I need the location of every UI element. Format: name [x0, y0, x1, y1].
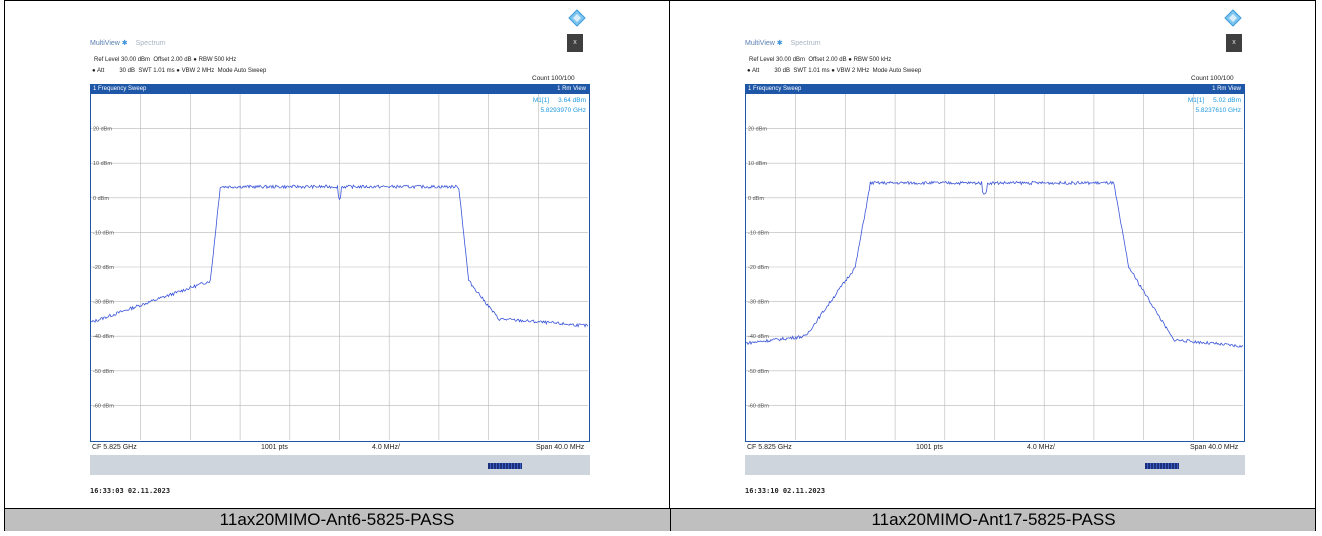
- tab-spectrum[interactable]: Spectrum: [790, 40, 821, 47]
- caption-row: 11ax20MIMO-Ant6-5825-PASS 11ax20MIMO-Ant…: [5, 509, 1315, 531]
- caption-ant17: 11ax20MIMO-Ant17-5825-PASS: [670, 509, 1316, 531]
- y-tick-label: -10 dBm: [748, 230, 769, 236]
- plot-titlebar: 1 Frequency Sweep 1 Rm View: [91, 85, 589, 94]
- center-frequency: CF 5.825 GHz: [92, 444, 137, 451]
- y-tick-label: -50 dBm: [93, 369, 114, 375]
- y-tick-label: -50 dBm: [748, 369, 769, 375]
- div-scale: 4.0 MHz/: [372, 444, 401, 451]
- settings-row-2: ● Att 30 dB SWT 1.01 ms ● VBW 2 MHz Mode…: [92, 68, 267, 74]
- trace-graph: 20 dBm 10 dBm 0 dBm -10 dBm -20 dBm -30 dBm -4…: [91, 94, 588, 440]
- sweep-count: Count 100/100: [1191, 75, 1234, 82]
- trace-mode: 1 Rm View: [557, 86, 586, 92]
- y-tick-label: -60 dBm: [93, 403, 114, 409]
- tab-spectrum[interactable]: Spectrum: [135, 40, 166, 47]
- caption-ant6: 11ax20MIMO-Ant6-5825-PASS: [219, 510, 455, 529]
- ref-level: Ref Level 30.00 dBm: [94, 57, 151, 63]
- offset: Offset 2.00 dB: [153, 57, 192, 63]
- y-tick-label: -30 dBm: [93, 300, 114, 306]
- tab-multiview[interactable]: MultiView: [745, 40, 775, 47]
- spectrum-panel-ant6: MultiView ✱ Spectrum x Ref Level 30.00 d…: [6, 1, 666, 508]
- att-value: 30 dB: [774, 68, 791, 74]
- y-tick-label: 0 dBm: [93, 196, 109, 202]
- marker-label: M1[1] 5.02 dBm: [1187, 97, 1241, 104]
- y-tick-label: 20 dBm: [93, 127, 112, 133]
- marker-frequency: 5.8293970 GHz: [540, 107, 586, 114]
- marker-frequency: 5.8237610 GHz: [1195, 107, 1241, 114]
- span: Span 40.0 MHz: [1190, 444, 1239, 451]
- swt: SWT 1.01 ms: [793, 68, 830, 74]
- progress-indicator: [488, 463, 522, 469]
- y-tick-label: -60 dBm: [748, 403, 769, 409]
- offset: Offset 2.00 dB: [808, 57, 847, 63]
- y-tick-label: 20 dBm: [748, 127, 767, 133]
- y-tick-label: -20 dBm: [748, 265, 769, 271]
- y-tick-label: -30 dBm: [748, 300, 769, 306]
- center-frequency: CF 5.825 GHz: [747, 444, 792, 451]
- att-value: 30 dB: [119, 68, 136, 74]
- span: Span 40.0 MHz: [536, 444, 585, 451]
- plot-titlebar: 1 Frequency Sweep 1 Rm View: [746, 85, 1244, 94]
- sweep-mode: Mode Auto Sweep: [872, 68, 922, 74]
- marker-label: M1[1] 3.64 dBm: [532, 97, 586, 104]
- spectrum-trace: [91, 184, 588, 328]
- trace-mode: 1 Rm View: [1212, 86, 1241, 92]
- progress-indicator: [1145, 463, 1179, 469]
- att: Att: [751, 68, 760, 74]
- report-table: MultiView ✱ Spectrum x Ref Level 30.00 d…: [4, 0, 1316, 531]
- column-divider: [669, 1, 670, 508]
- settings-row-1: Ref Level 30.00 dBm Offset 2.00 dB ● RBW…: [94, 57, 237, 63]
- swt: SWT 1.01 ms: [138, 68, 175, 74]
- settings-row-1: Ref Level 30.00 dBm Offset 2.00 dB ● RBW…: [749, 57, 892, 63]
- div-scale: 4.0 MHz/: [1027, 444, 1056, 451]
- y-tick-label: 0 dBm: [748, 196, 764, 202]
- row-divider: [5, 508, 1315, 509]
- vbw: VBW 2 MHz: [181, 68, 215, 74]
- close-button[interactable]: x: [567, 34, 583, 52]
- ref-level: Ref Level 30.00 dBm: [749, 57, 806, 63]
- status-bar: [745, 455, 1245, 475]
- vbw: VBW 2 MHz: [836, 68, 870, 74]
- rs-logo-icon: [568, 9, 586, 27]
- settings-row-2: ● Att 30 dB SWT 1.01 ms ● VBW 2 MHz Mode…: [747, 68, 922, 74]
- spectrum-plot: 1 Frequency Sweep 1 Rm View 20 dBm 10 dBm…: [745, 84, 1245, 442]
- window-tabs: MultiView ✱ Spectrum: [745, 40, 821, 47]
- rs-logo-icon: [1224, 9, 1242, 27]
- window-title: 1 Frequency Sweep: [93, 86, 147, 92]
- points-count: 1001 pts: [916, 444, 943, 451]
- spectrum-panel-ant17: MultiView ✱ Spectrum x Ref Level 30.00 d…: [671, 1, 1316, 508]
- y-tick-label: 10 dBm: [748, 161, 767, 167]
- points-count: 1001 pts: [261, 444, 288, 451]
- rbw: RBW 500 kHz: [198, 57, 237, 63]
- close-button[interactable]: x: [1226, 34, 1242, 52]
- spectrum-trace: [746, 180, 1243, 348]
- y-tick-label: -40 dBm: [748, 334, 769, 340]
- window-title: 1 Frequency Sweep: [748, 86, 802, 92]
- trace-graph: 20 dBm 10 dBm 0 dBm -10 dBm -20 dBm -30 dBm -4…: [746, 94, 1243, 440]
- att: Att: [96, 68, 105, 74]
- status-bar: [90, 455, 590, 475]
- marker-level: 3.64 dBm: [558, 97, 586, 104]
- rbw: RBW 500 kHz: [853, 57, 892, 63]
- marker-level: 5.02 dBm: [1213, 97, 1241, 104]
- window-tabs: MultiView ✱ Spectrum: [90, 40, 166, 47]
- y-tick-label: 10 dBm: [93, 161, 112, 167]
- spectrum-plot: 1 Frequency Sweep 1 Rm View 20 dBm 10 dBm…: [90, 84, 590, 442]
- y-tick-label: -20 dBm: [93, 265, 114, 271]
- y-tick-label: -10 dBm: [93, 230, 114, 236]
- timestamp: 16:33:03 02.11.2023: [90, 487, 171, 495]
- sweep-mode: Mode Auto Sweep: [217, 68, 267, 74]
- tab-multiview[interactable]: MultiView: [90, 40, 120, 47]
- timestamp: 16:33:10 02.11.2023: [745, 487, 826, 495]
- sweep-count: Count 100/100: [532, 75, 575, 82]
- y-tick-label: -40 dBm: [93, 334, 114, 340]
